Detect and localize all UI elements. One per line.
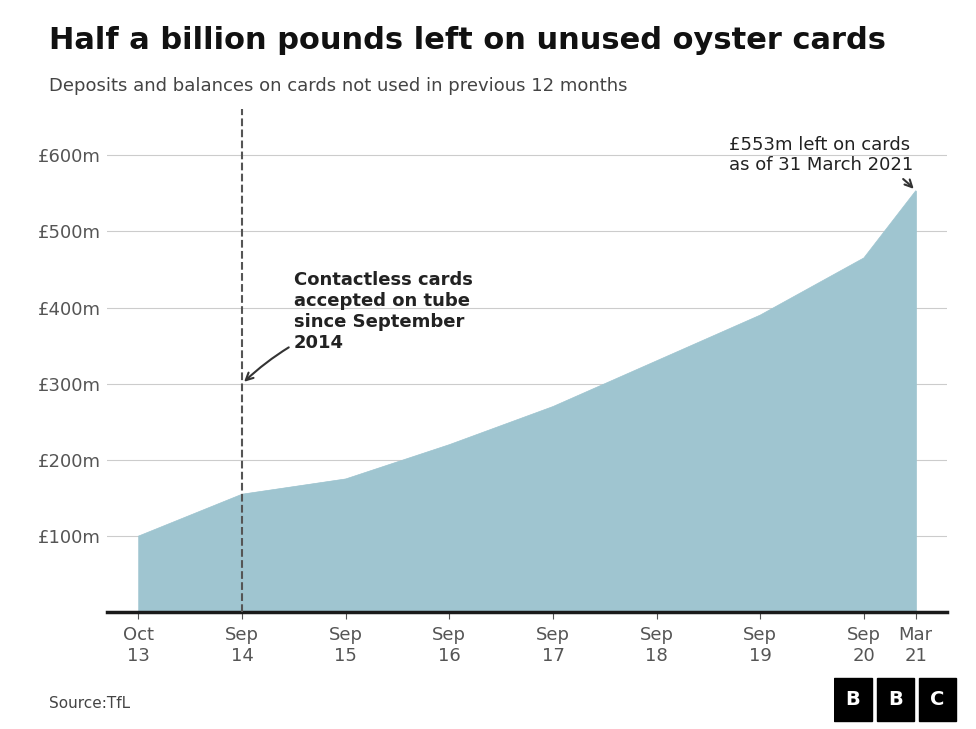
Text: B: B	[845, 690, 861, 709]
Text: Contactless cards
accepted on tube
since September
2014: Contactless cards accepted on tube since…	[246, 271, 472, 381]
FancyBboxPatch shape	[876, 678, 914, 721]
Text: B: B	[888, 690, 903, 709]
Text: C: C	[930, 690, 945, 709]
Text: £553m left on cards
as of 31 March 2021: £553m left on cards as of 31 March 2021	[729, 136, 914, 187]
FancyBboxPatch shape	[834, 678, 872, 721]
Text: Half a billion pounds left on unused oyster cards: Half a billion pounds left on unused oys…	[49, 26, 886, 55]
Text: Deposits and balances on cards not used in previous 12 months: Deposits and balances on cards not used …	[49, 77, 628, 95]
FancyBboxPatch shape	[919, 678, 956, 721]
Text: Source:TfL: Source:TfL	[49, 695, 130, 711]
